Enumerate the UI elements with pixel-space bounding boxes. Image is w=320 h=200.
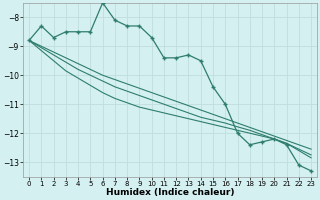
X-axis label: Humidex (Indice chaleur): Humidex (Indice chaleur) (106, 188, 234, 197)
